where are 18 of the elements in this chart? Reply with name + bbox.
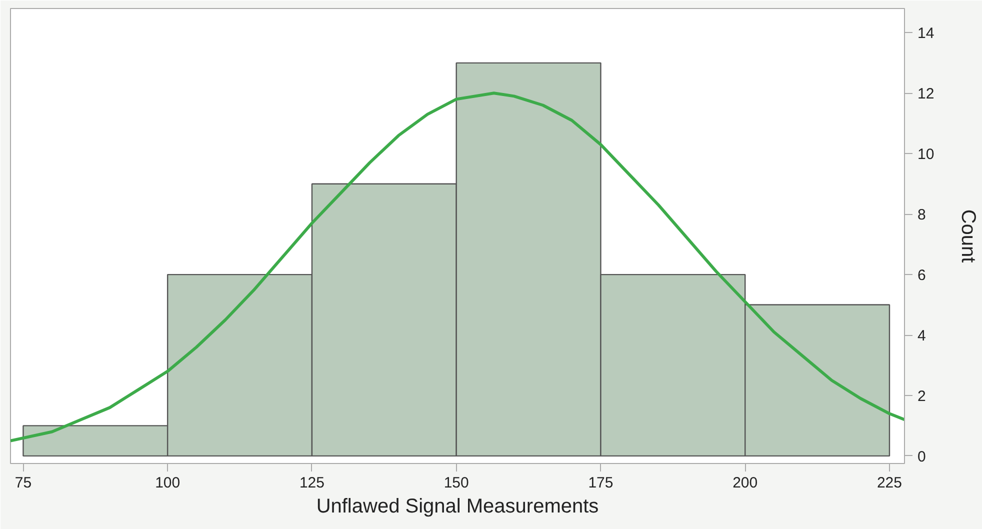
x-tick-label: 225 [876,474,902,492]
y-tick-label: 12 [918,86,934,103]
x-tick-label: 100 [155,474,180,492]
y-tick-label: 2 [918,388,926,405]
y-tick-label: 14 [918,25,934,42]
y-tick-label: 6 [918,267,926,284]
y-tick-label: 10 [918,146,934,164]
x-tick-label: 150 [444,474,469,492]
y-tick-label: 0 [918,448,926,466]
x-tick-label: 125 [299,474,324,492]
line-series [10,92,904,442]
y-tick-label: 8 [918,206,926,224]
y-tick-label: 4 [918,328,926,345]
x-axis-title: Unflawed Signal Measurements [316,496,599,518]
y-axis-title: Count [957,209,980,264]
x-tick-label: 200 [732,474,758,492]
x-tick-label: 75 [14,474,32,492]
x-tick-label: 175 [588,474,614,492]
